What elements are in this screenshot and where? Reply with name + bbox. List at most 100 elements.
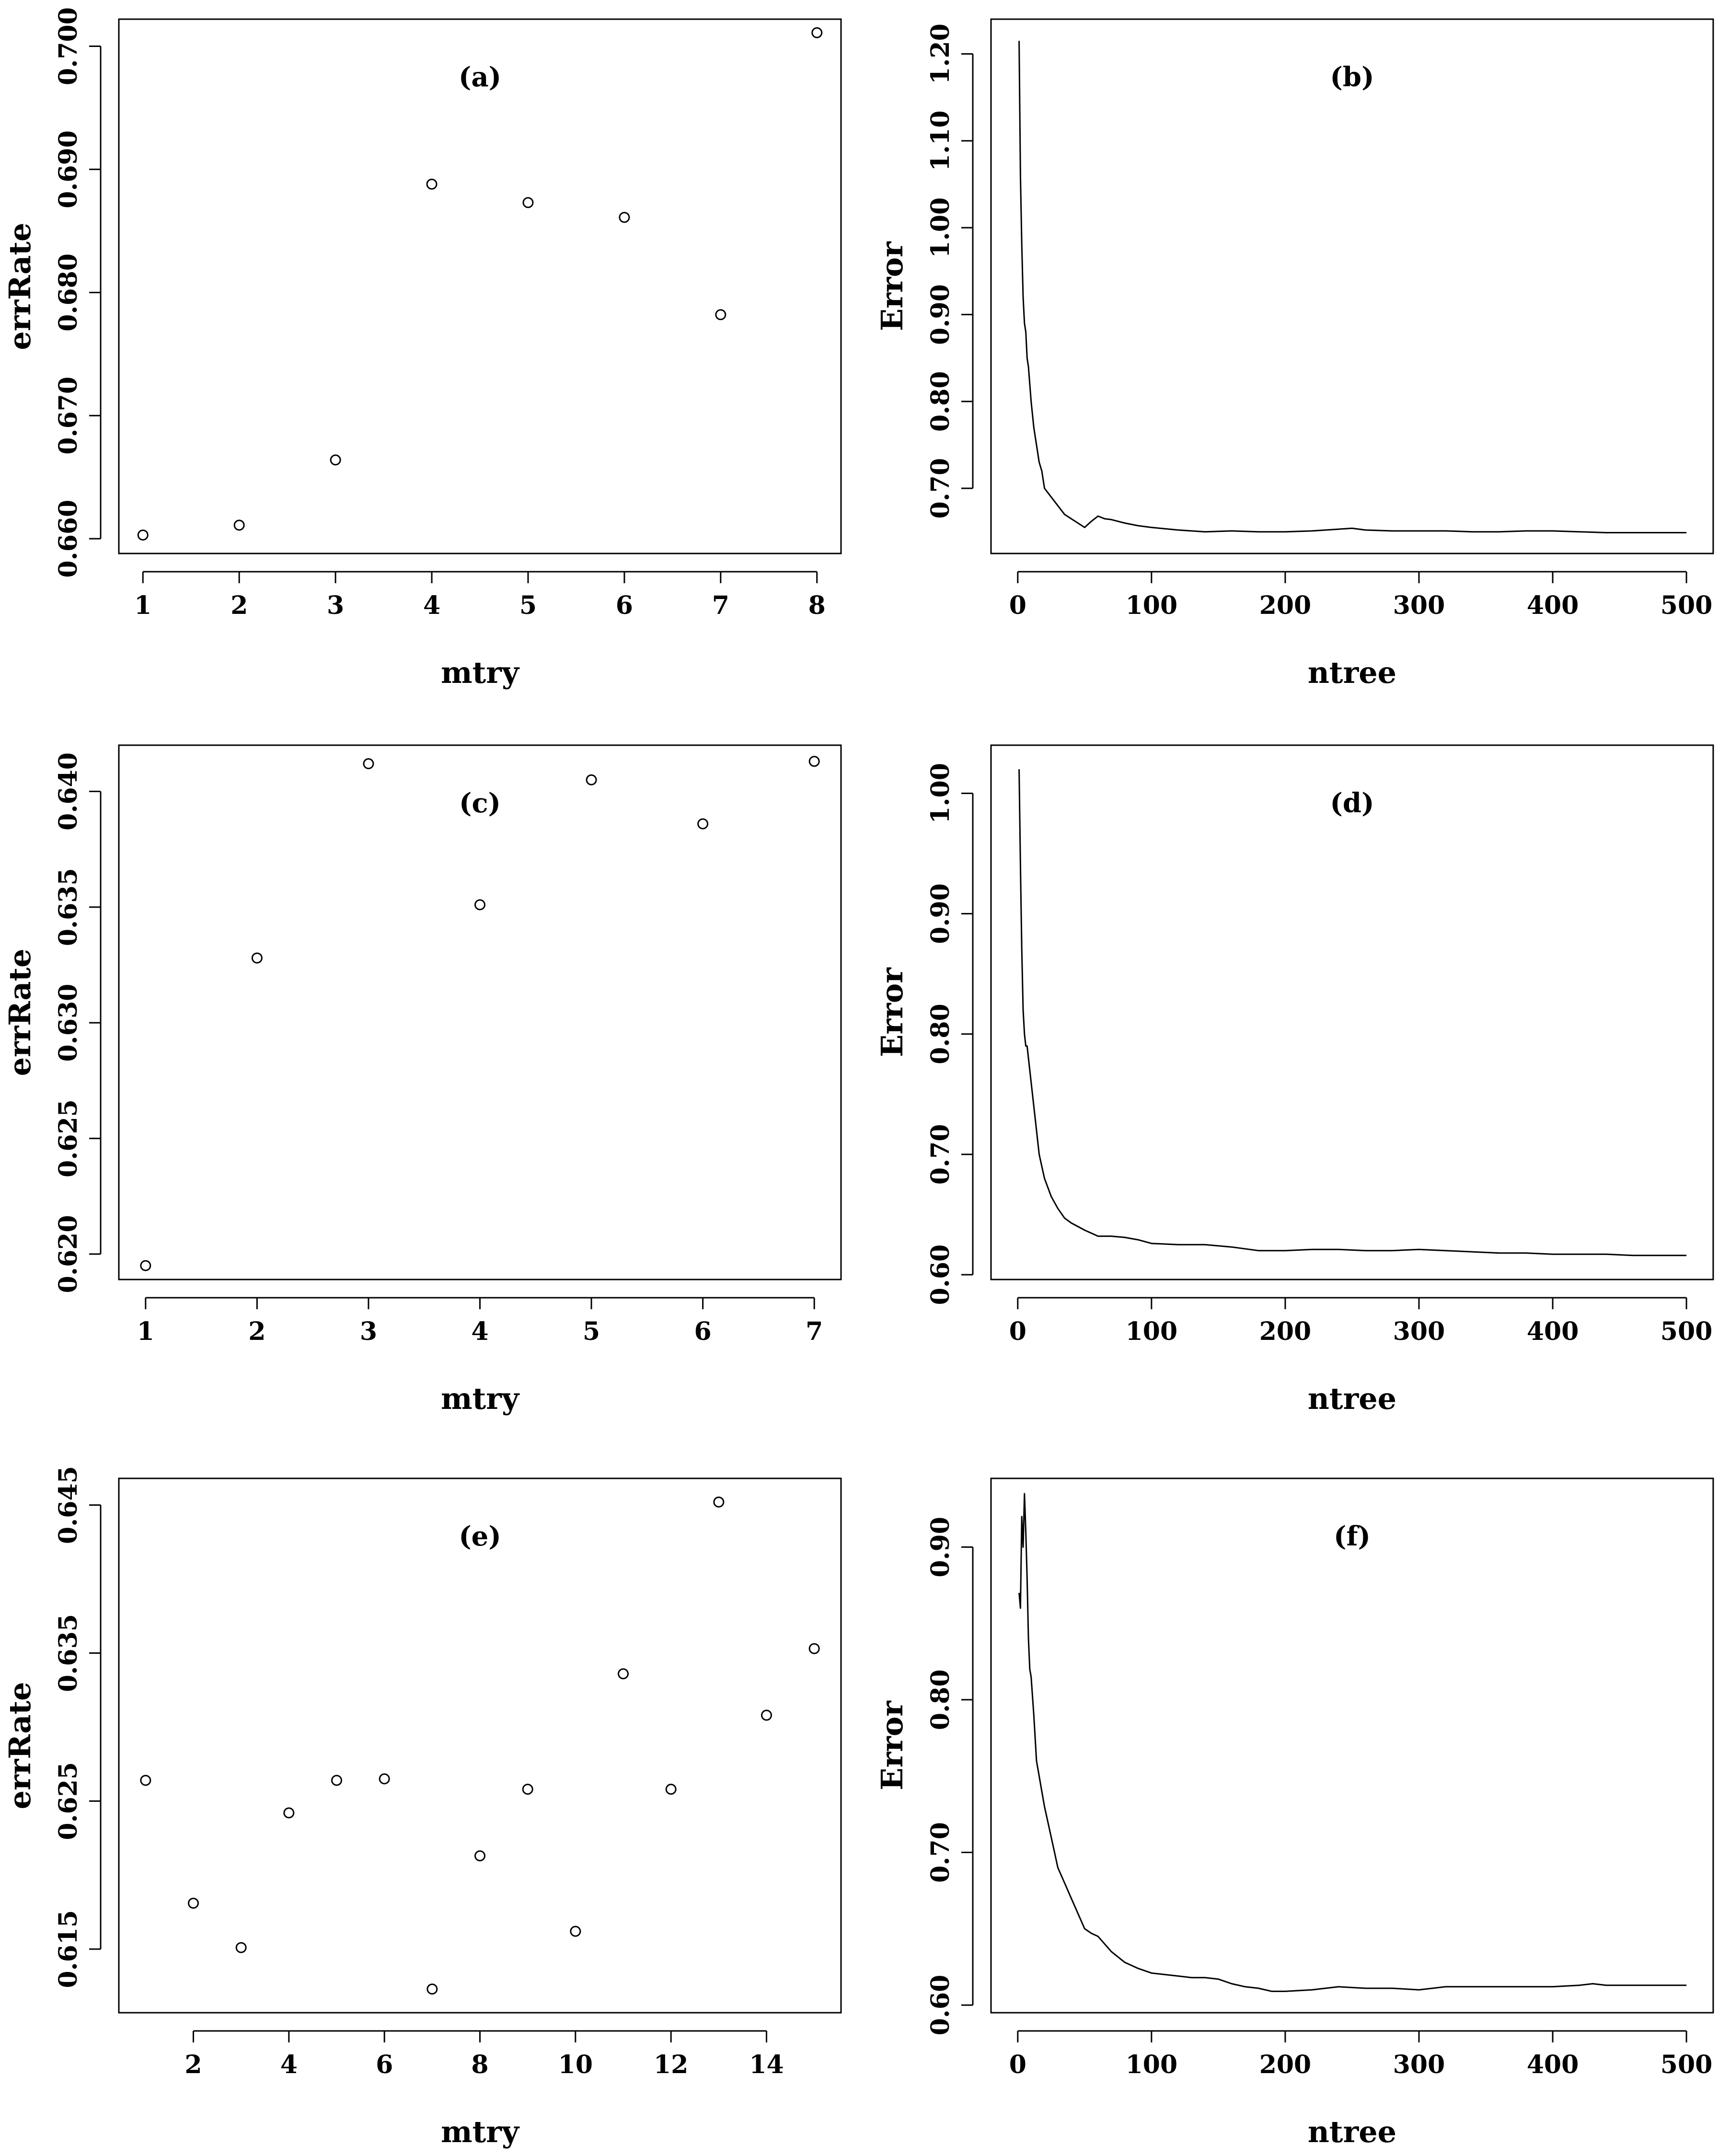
chart-a-x-tick-label: 1 <box>134 591 151 620</box>
chart-f-frame <box>990 1477 1714 2014</box>
chart-e-x-tick-label: 8 <box>471 2050 488 2079</box>
chart-d-x-axis-title: ntree <box>1308 1381 1396 1416</box>
chart-f-x-tick-label: 500 <box>1660 2050 1713 2079</box>
chart-c-y-tick-label: 0.620 <box>54 1215 83 1293</box>
chart-f-x-tick-label: 400 <box>1527 2050 1579 2079</box>
chart-e-x-tick-label: 12 <box>654 2050 688 2079</box>
chart-c-x-axis-title: mtry <box>441 1381 520 1416</box>
chart-b-y-tick-label: 1.10 <box>926 110 955 171</box>
chart-b-y-tick-label: 0.70 <box>926 458 955 519</box>
chart-a-y-axis: 0.660 0.670 0.680 0.690 0.700 <box>54 7 102 578</box>
chart-e-point <box>761 1709 772 1721</box>
chart-c-x-tick-label: 4 <box>471 1317 488 1346</box>
chart-d-panel-label: (d) <box>1330 787 1374 819</box>
chart-a-x-tick-label: 4 <box>423 591 440 620</box>
chart-d-y-tick-label: 0.70 <box>926 1124 955 1185</box>
chart-a-x-tick-label: 3 <box>327 591 344 620</box>
chart-e-x-tick-label: 2 <box>184 2050 202 2079</box>
chart-e-point <box>331 1775 342 1786</box>
chart-e-y-axis: 0.615 0.625 0.635 0.645 <box>54 1466 102 1988</box>
chart-f-x-axis: 0 100 200 300 400 500 <box>1009 2030 1713 2079</box>
chart-e-point <box>426 1983 438 1995</box>
chart-a-x-tick-label: 7 <box>712 591 729 620</box>
chart-e-x-axis-title: mtry <box>441 2114 520 2149</box>
chart-d-y-tick-label: 0.60 <box>926 1245 955 1305</box>
chart-b-panel-label: (b) <box>1330 61 1374 93</box>
chart-c-frame <box>118 744 842 1280</box>
chart-e-point <box>235 1942 247 1953</box>
chart-e-x-tick-label: 4 <box>280 2050 298 2079</box>
chart-f-x-tick-label: 100 <box>1126 2050 1178 2079</box>
chart-c-y-tick-label: 0.630 <box>54 984 83 1062</box>
chart-c-x-tick-label: 5 <box>583 1317 600 1346</box>
chart-c-point <box>697 818 709 830</box>
chart-c: 1 2 3 4 5 6 7 0.620 0.625 0.630 0.635 0.640 mtry errR… <box>2 744 842 1416</box>
chart-e-point <box>283 1807 295 1819</box>
chart-c-x-tick-label: 7 <box>806 1317 823 1346</box>
chart-a-x-tick-label: 2 <box>231 591 248 620</box>
chart-c-point <box>586 774 597 785</box>
chart-d-x-tick-label: 100 <box>1126 1317 1178 1346</box>
chart-d-x-tick-label: 0 <box>1009 1317 1026 1346</box>
chart-a-y-tick-label: 0.660 <box>54 500 83 578</box>
chart-f-x-tick-label: 200 <box>1259 2050 1312 2079</box>
chart-b: 0 100 200 300 400 500 0.70 0.80 0.90 1.00 1.10 1.20… <box>875 18 1714 690</box>
chart-b-x-tick-label: 0 <box>1009 591 1026 620</box>
chart-a-point <box>137 529 149 541</box>
chart-f-y-tick-label: 0.70 <box>926 1822 955 1883</box>
chart-e-point <box>618 1668 629 1680</box>
chart-f-x-tick-label: 300 <box>1393 2050 1445 2079</box>
chart-b-y-tick-label: 0.90 <box>926 284 955 345</box>
chart-a-y-tick-label: 0.700 <box>54 7 83 85</box>
chart-c-x-axis: 1 2 3 4 5 6 7 <box>137 1297 823 1346</box>
chart-d-y-axis-title: Error <box>875 967 910 1057</box>
chart-e-y-tick-label: 0.645 <box>54 1466 83 1544</box>
chart-d-x-tick-label: 400 <box>1527 1317 1579 1346</box>
chart-e-frame <box>118 1477 842 2014</box>
chart-e-x-tick-label: 6 <box>376 2050 393 2079</box>
chart-f-error-line <box>1018 1493 1687 1992</box>
chart-e-point <box>522 1784 533 1795</box>
chart-c-x-tick-label: 6 <box>694 1317 712 1346</box>
chart-e-x-tick-label: 10 <box>558 2050 593 2079</box>
chart-a-y-tick-label: 0.690 <box>54 130 83 208</box>
chart-b-x-tick-label: 200 <box>1259 591 1312 620</box>
chart-e-y-tick-label: 0.625 <box>54 1762 83 1840</box>
chart-e-panel-label: (e) <box>459 1521 501 1552</box>
chart-c-y-axis-title: errRate <box>2 949 37 1076</box>
chart-b-x-tick-label: 500 <box>1660 591 1713 620</box>
chart-d-frame <box>990 744 1714 1280</box>
chart-e-point <box>570 1925 581 1937</box>
chart-e-point <box>808 1643 820 1654</box>
chart-d-x-tick-label: 300 <box>1393 1317 1445 1346</box>
chart-f-y-tick-label: 0.80 <box>926 1670 955 1730</box>
chart-b-x-tick-label: 300 <box>1393 591 1445 620</box>
chart-d-y-tick-label: 0.80 <box>926 1003 955 1064</box>
chart-d-x-tick-label: 500 <box>1660 1317 1713 1346</box>
chart-a-point <box>811 27 823 38</box>
chart-b-y-axis-title: Error <box>875 241 910 331</box>
chart-c-panel-label: (c) <box>459 787 501 819</box>
chart-b-y-tick-label: 1.20 <box>926 23 955 84</box>
chart-a-x-axis-title: mtry <box>441 655 520 690</box>
chart-f-y-tick-label: 0.60 <box>926 1975 955 2036</box>
chart-b-y-axis: 0.70 0.80 0.90 1.00 1.10 1.20 <box>926 23 974 519</box>
chart-e-x-tick-label: 14 <box>749 2050 784 2079</box>
chart-a-point <box>715 309 726 321</box>
chart-f-y-tick-label: 0.90 <box>926 1517 955 1578</box>
chart-e-y-tick-label: 0.615 <box>54 1910 83 1988</box>
chart-e-y-tick-label: 0.635 <box>54 1614 83 1692</box>
chart-c-x-tick-label: 1 <box>137 1317 154 1346</box>
chart-c-y-tick-label: 0.635 <box>54 868 83 946</box>
chart-d-y-tick-label: 0.90 <box>926 883 955 944</box>
chart-a: 1 2 3 4 5 6 7 8 0.660 0.670 0.680 0.690 0.700 mtry err… <box>2 7 842 690</box>
chart-f: 0 100 200 300 400 500 0.60 0.70 0.80 0.90 ntree Err… <box>875 1477 1714 2149</box>
chart-a-y-tick-label: 0.670 <box>54 377 83 455</box>
chart-a-panel-label: (a) <box>459 61 501 93</box>
chart-e-point <box>713 1496 725 1508</box>
chart-a-y-tick-label: 0.680 <box>54 254 83 332</box>
chart-f-panel-label: (f) <box>1334 1521 1371 1552</box>
chart-b-frame <box>990 18 1714 554</box>
chart-b-x-axis-title: ntree <box>1308 655 1396 690</box>
chart-e-x-axis: 2 4 6 8 10 12 14 <box>184 2030 784 2079</box>
